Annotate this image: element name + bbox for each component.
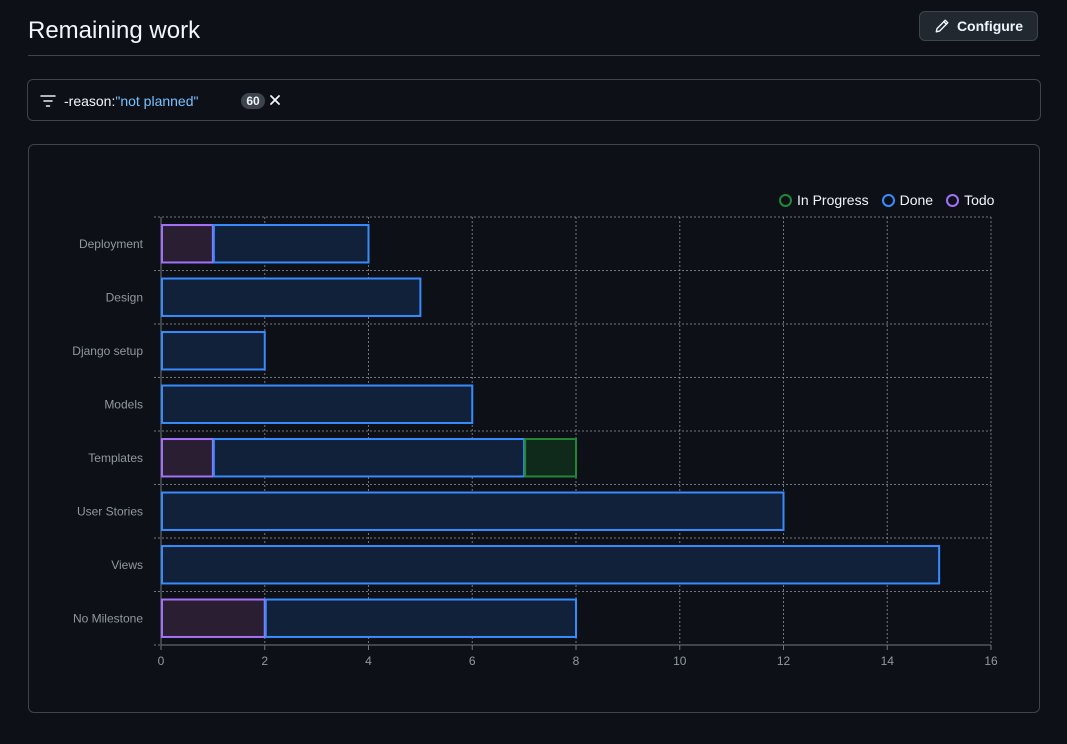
bar-done — [212, 438, 526, 478]
category-label: Deployment — [79, 237, 144, 251]
category-label: Django setup — [72, 344, 143, 358]
chart-panel: In Progress Done Todo 0 2 4 6 8 10 12 14 16 Deplo… — [28, 144, 1040, 713]
legend-item-todo[interactable]: Todo — [946, 192, 994, 208]
x-tick-label: 14 — [881, 654, 895, 668]
category-label: No Milestone — [73, 611, 143, 625]
bar-chart: 0 2 4 6 8 10 12 14 16 Deployment Design Django setu… — [72, 216, 998, 668]
bar-todo — [161, 438, 214, 478]
bar-todo — [161, 224, 214, 264]
x-tick-label: 6 — [469, 654, 476, 668]
bar-todo — [161, 598, 266, 638]
category-label: Design — [106, 290, 143, 304]
bar-done — [161, 277, 422, 317]
configure-button[interactable]: Configure — [919, 11, 1038, 41]
bar-done — [212, 224, 370, 264]
x-tick-label: 4 — [365, 654, 372, 668]
category-label: Templates — [88, 451, 143, 465]
legend-label-done: Done — [899, 192, 934, 208]
configure-label: Configure — [956, 18, 1024, 34]
bar-done — [161, 331, 266, 371]
x-tick-label: 2 — [261, 654, 268, 668]
bar-done — [161, 384, 474, 424]
x-tick-label: 10 — [673, 654, 687, 668]
filter-key: -reason: — [64, 93, 116, 109]
legend-dot-done — [881, 193, 895, 207]
filter-value: "not planned" — [115, 93, 199, 109]
category-label: Models — [104, 397, 143, 411]
category-label: Views — [111, 558, 143, 572]
bar-done — [161, 545, 941, 585]
filter-icon — [40, 94, 56, 108]
legend-dot-todo — [946, 193, 960, 207]
header-divider — [28, 55, 1040, 56]
pencil-icon — [934, 18, 950, 34]
result-count-badge: 60 — [241, 93, 265, 109]
bar-in-progress — [524, 438, 577, 478]
page-title: Remaining work — [28, 17, 201, 44]
bar-done — [161, 491, 785, 531]
legend-item-in-progress[interactable]: In Progress — [779, 192, 869, 208]
legend-dot-in-progress — [779, 193, 792, 207]
x-tick-label: 0 — [158, 654, 165, 668]
close-icon — [269, 94, 281, 109]
x-tick-label: 16 — [984, 654, 998, 668]
legend-item-done[interactable]: Done — [881, 192, 934, 208]
clear-filter-button[interactable] — [268, 93, 282, 109]
category-label: User Stories — [77, 504, 143, 518]
chart-legend: In Progress Done Todo — [779, 192, 994, 208]
legend-label-todo: Todo — [964, 192, 995, 208]
filter-bar[interactable]: -reason:"not planned" 60 — [27, 79, 1041, 121]
x-tick-label: 8 — [573, 654, 580, 668]
filter-query[interactable]: -reason:"not planned" — [64, 93, 198, 109]
legend-label-in-progress: In Progress — [797, 192, 869, 208]
x-tick-label: 12 — [777, 654, 791, 668]
bar-done — [264, 598, 577, 638]
